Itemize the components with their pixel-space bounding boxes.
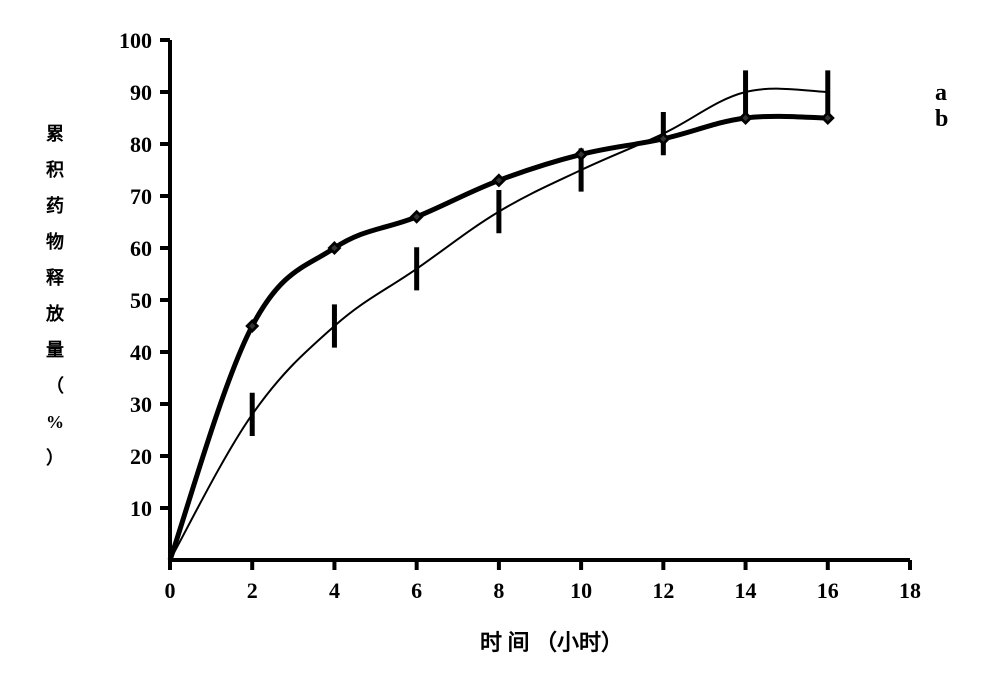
y-axis-label-char: 累 (46, 124, 64, 144)
x-tick-label: 8 (493, 578, 504, 603)
y-tick-label: 30 (130, 392, 152, 417)
series-a-label: a (935, 80, 947, 106)
y-tick-label: 60 (130, 236, 152, 261)
y-tick-label: 80 (130, 132, 152, 157)
release-profile-chart: 0 2 4 6 8 10 12 14 16 18 10 20 30 40 50 60 70 80 90 100 ab 时 … (0, 0, 1000, 683)
x-tick-label: 2 (247, 578, 258, 603)
y-tick-label: 70 (130, 184, 152, 209)
x-axis-label: 时 间 （小时） (480, 630, 623, 655)
x-tick-label: 16 (817, 578, 839, 603)
chart-container: 0 2 4 6 8 10 12 14 16 18 10 20 30 40 50 60 70 80 90 100 ab 时 … (0, 0, 1000, 683)
y-axis-label-char: 物 (46, 231, 64, 252)
x-tick-label: 0 (165, 578, 176, 603)
series-a-line (170, 89, 828, 560)
y-axis-label-char: 量 (46, 339, 64, 360)
y-tick-label: 100 (119, 28, 152, 53)
y-tick-label: 40 (130, 340, 152, 365)
y-tick-label: 50 (130, 288, 152, 313)
x-tick-label: 12 (652, 578, 674, 603)
y-tick-label: 20 (130, 444, 152, 469)
y-axis-label-char: 放 (45, 303, 65, 324)
y-tick-label: 90 (130, 80, 152, 105)
y-axis-label-char: 积 (46, 160, 64, 180)
x-tick-label: 6 (411, 578, 422, 603)
x-tick-label: 10 (570, 578, 592, 603)
y-axis-label-char: % (46, 412, 64, 432)
y-axis-label-char: 释 (46, 268, 65, 288)
y-axis-label-char: 药 (46, 195, 64, 216)
x-tick-label: 4 (329, 578, 340, 603)
x-tick-label: 14 (735, 578, 757, 603)
series-b-label: b (935, 106, 948, 132)
x-tick-label: 18 (899, 578, 921, 603)
y-axis-label-char: （ (46, 376, 64, 396)
y-axis-label-char: ） (46, 448, 64, 468)
y-tick-label: 10 (130, 496, 152, 521)
